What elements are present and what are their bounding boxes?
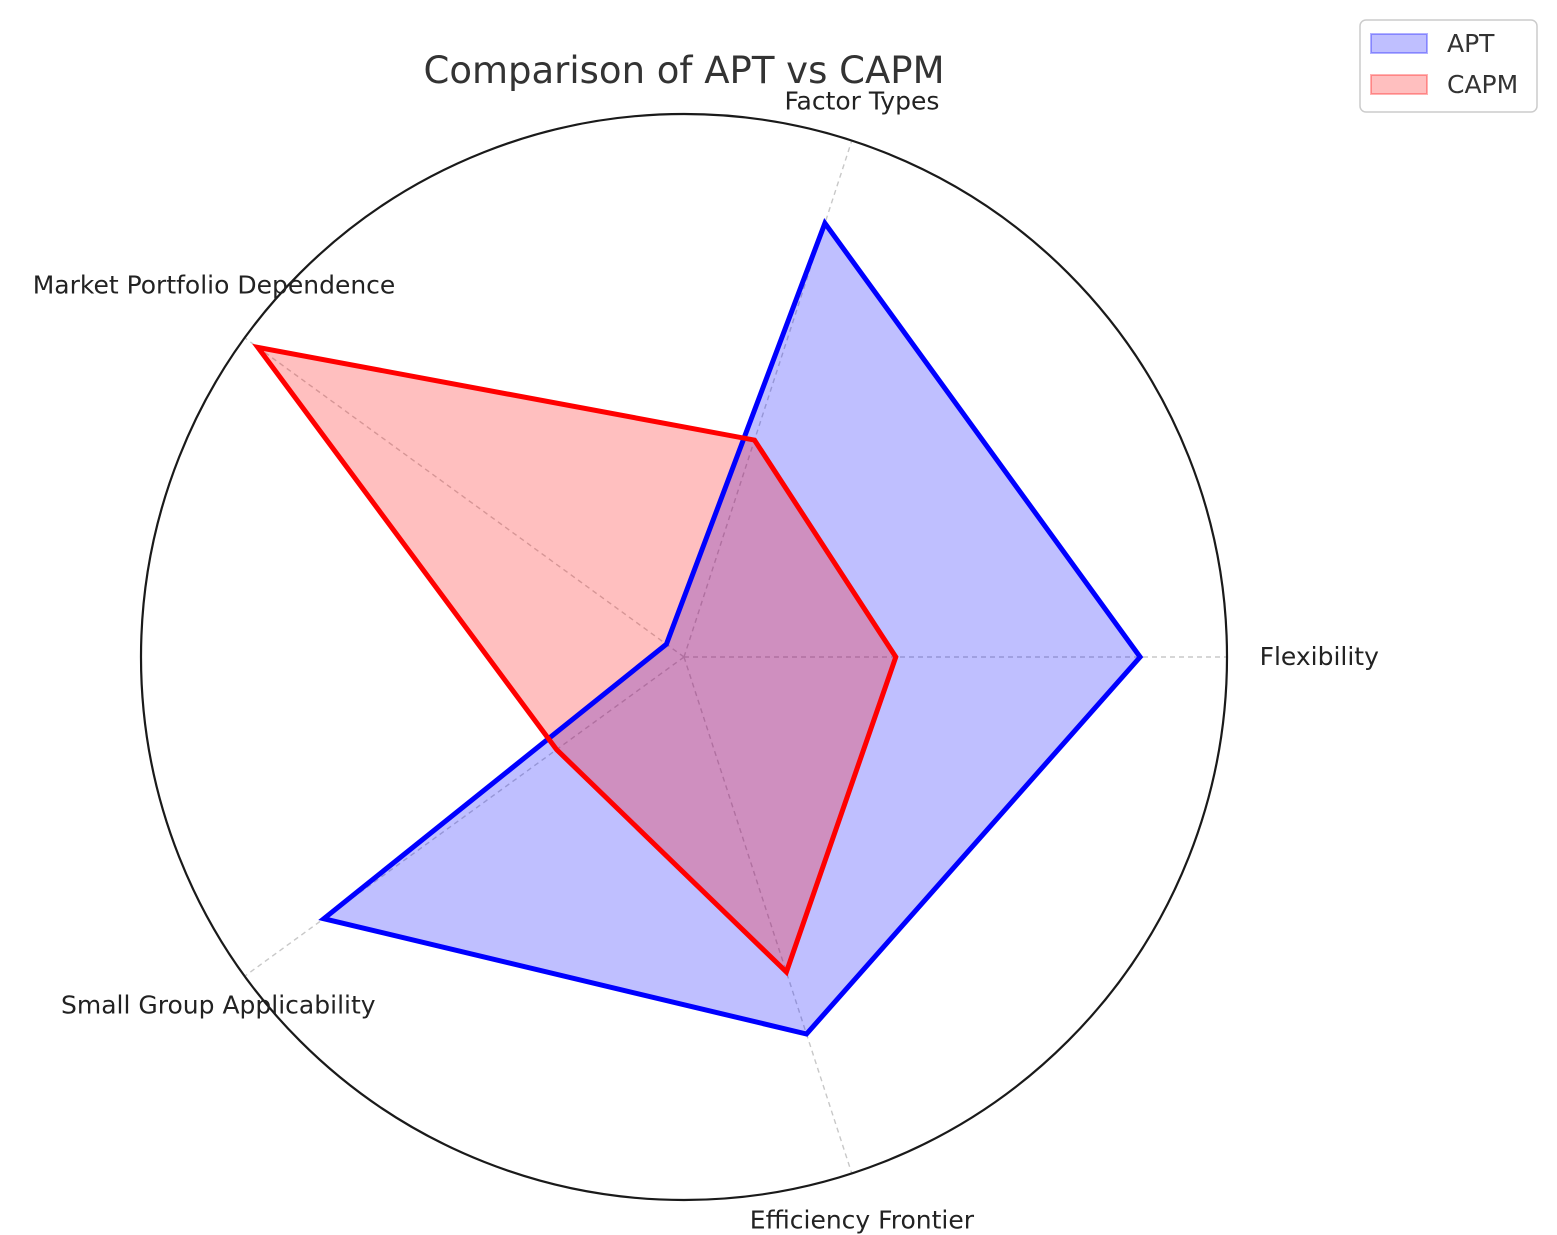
data-point-apt-0 — [1138, 655, 1143, 659]
legend-swatch-apt — [1370, 33, 1428, 54]
legend-swatch-capm — [1370, 74, 1428, 95]
outer-ring — [139, 112, 1229, 1202]
series-area-apt — [323, 223, 1141, 1034]
axis-label-factor-types: Factor Types — [784, 87, 939, 116]
axis-label-market-portfolio-dependence: Market Portfolio Dependence — [33, 271, 396, 300]
spoke-small-group-applicability — [244, 656, 685, 977]
legend-label-apt: APT — [1447, 29, 1495, 58]
chart-title: Comparison of APT vs CAPM — [423, 49, 944, 92]
data-point-capm-3 — [554, 747, 559, 752]
legend-label-capm: CAPM — [1447, 70, 1518, 99]
data-point-apt-2 — [664, 642, 669, 647]
data-point-capm-2 — [255, 345, 260, 350]
series-area-capm — [257, 347, 896, 972]
data-point-capm-1 — [752, 438, 757, 443]
axis-labels: Flexibility Factor Types Market Portfolio … — [33, 87, 1379, 1235]
series-line-apt — [318, 217, 1144, 1037]
spoke-efficiency-frontier — [683, 656, 853, 1174]
data-point-apt-4 — [804, 1032, 809, 1036]
series-line-capm — [252, 343, 899, 977]
data-point-capm-0 — [893, 655, 898, 659]
data-point-capm-4 — [784, 970, 789, 974]
legend-frame — [1359, 19, 1538, 113]
series-layer — [252, 217, 1144, 1037]
data-point-apt-1 — [822, 221, 827, 226]
axis-label-efficiency-frontier: Efficiency Frontier — [750, 1205, 975, 1234]
spoke-market-portfolio-dependence — [244, 337, 685, 658]
axis-label-flexibility: Flexibility — [1260, 642, 1380, 671]
data-point-apt-3 — [321, 916, 326, 921]
axis-label-small-group-applicability: Small Group Applicability — [61, 990, 376, 1019]
legend: APT CAPM — [1359, 19, 1538, 113]
